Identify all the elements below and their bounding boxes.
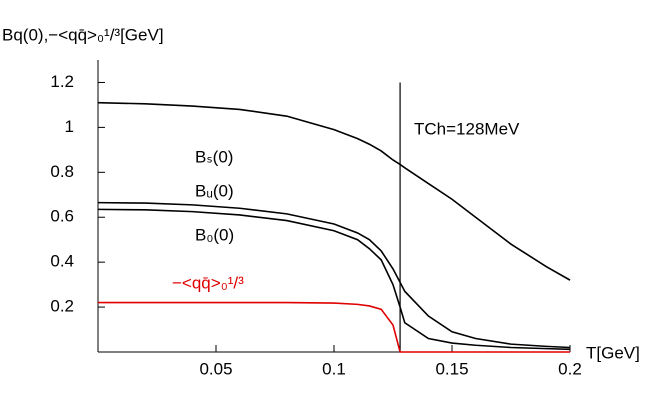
series-label: B₀(0)	[195, 225, 234, 244]
x-tick-label: 0.1	[322, 359, 346, 378]
series-label: −<qq̄>₀¹/³	[172, 273, 244, 292]
y-tick-label: 1	[65, 117, 74, 136]
series-line	[98, 301, 570, 353]
y-tick-label: 0.4	[50, 252, 74, 271]
annotation: TCh=128MeV	[414, 119, 520, 138]
y-tick-label: 0.6	[50, 207, 74, 226]
y-tick-label: 1.2	[50, 72, 74, 91]
x-axis-label: T[GeV]	[586, 343, 640, 362]
x-tick-label: 0.15	[435, 359, 468, 378]
x-tick-label: 0.2	[558, 359, 582, 378]
series-line	[97, 208, 571, 351]
series-line	[97, 101, 571, 281]
y-axis-label: Bq(0),−<qq̄>₀¹/³[GeV]	[2, 25, 164, 44]
y-tick-label: 0.8	[50, 162, 74, 181]
series-label: Bᵤ(0)	[195, 181, 234, 200]
y-tick-label: 0.2	[50, 297, 74, 316]
x-tick-label: 0.05	[199, 359, 232, 378]
series-line	[97, 201, 571, 349]
series-label: Bₛ(0)	[195, 147, 233, 166]
